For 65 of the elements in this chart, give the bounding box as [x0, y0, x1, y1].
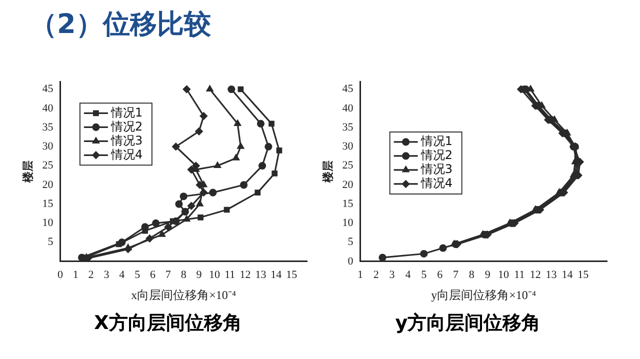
x-tick-label: 12 [530, 268, 541, 281]
x-tick-label: 3 [389, 268, 396, 281]
y-tick-label: 35 [342, 121, 354, 134]
legend-label: 情况1 [110, 105, 143, 120]
legend-label: 情况4 [420, 176, 452, 190]
x-tick-label: 7 [452, 268, 459, 281]
y-tick-label: 10 [42, 217, 54, 230]
x-tick-label: 13 [255, 268, 267, 281]
legend-label: 情况2 [110, 119, 143, 134]
x-tick-label: 2 [373, 268, 379, 281]
y-tick-label: 25 [42, 160, 54, 172]
y-axis-title: 楼层 [21, 160, 34, 184]
x-tick-label: 15 [286, 268, 298, 281]
y-tick-label: 45 [42, 83, 54, 96]
y-tick-label: 5 [48, 236, 54, 248]
legend-label: 情况3 [420, 162, 452, 176]
x-tick-label: 13 [546, 268, 558, 281]
x-tick-label: 2 [88, 268, 94, 281]
x-tick-label: 9 [484, 268, 491, 281]
x-tick-label: 7 [165, 268, 172, 281]
legend-label: 情况4 [110, 147, 143, 162]
x-tick-label: 6 [150, 268, 156, 281]
x-tick-label: 14 [270, 268, 282, 281]
x-tick-label: 4 [405, 268, 412, 281]
y-tick-label: 15 [342, 198, 354, 210]
x-tick-label: 6 [437, 268, 444, 281]
x-tick-label: 1 [357, 268, 363, 281]
y-tick-label: 30 [342, 140, 354, 153]
y-tick-label: 5 [348, 236, 354, 248]
x-tick-label: 4 [119, 268, 126, 281]
text: y方向层间位移角 [394, 311, 542, 336]
y-tick-label: 25 [342, 160, 354, 172]
x-tick-label: 3 [104, 268, 110, 281]
y-tick-label: 15 [42, 198, 54, 210]
y-tick-label: 10 [342, 217, 354, 230]
legend-label: 情况2 [420, 148, 452, 162]
x-tick-label: 9 [196, 268, 202, 281]
y-tick-label: 40 [342, 102, 354, 114]
x-tick-label: 14 [562, 268, 574, 281]
y-tick-label: 35 [42, 121, 54, 134]
x-tick-label: 8 [468, 268, 475, 281]
y-tick-label: 20 [342, 178, 354, 191]
x-tick-label: 10 [208, 268, 220, 281]
x-tick-label: 10 [498, 268, 510, 281]
y-tick-label: 20 [42, 178, 54, 191]
x-tick-label: 11 [224, 268, 236, 281]
x-tick-label: 1 [72, 268, 78, 281]
x-tick-label: 5 [421, 268, 428, 281]
legend-label: 情况1 [420, 134, 452, 148]
x-tick-label: 11 [514, 268, 525, 281]
x-axis-title: y向层间位移角×10⁻⁴ [431, 288, 536, 302]
chart-title: （2）位移比较 [30, 8, 211, 42]
x-axis-title: x向层间位移角×10⁻⁴ [131, 288, 236, 302]
text: X方向层间位移角 [93, 311, 243, 336]
y-tick-label: 30 [42, 140, 54, 153]
x-tick-label: 15 [578, 268, 590, 281]
x-tick-label: 5 [134, 268, 141, 281]
y-tick-label: 0 [348, 255, 354, 268]
x-tick-label: 0 [57, 268, 64, 281]
y-tick-label: 45 [342, 83, 354, 96]
x-tick-label: 12 [240, 268, 251, 281]
y-tick-label: 40 [42, 102, 54, 114]
y-axis-title: 楼层 [321, 160, 334, 184]
x-tick-label: 8 [180, 268, 187, 281]
legend-label: 情况3 [110, 133, 143, 148]
